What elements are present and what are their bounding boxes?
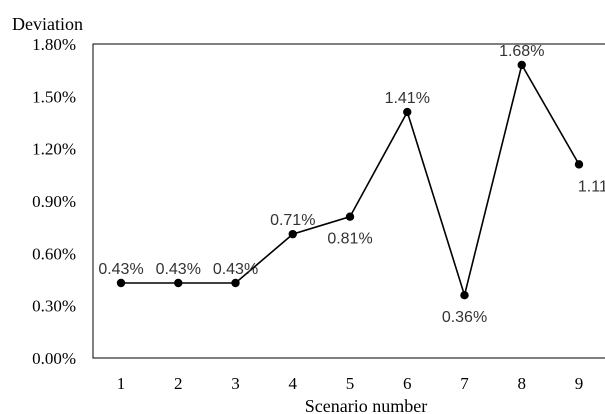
data-point (288, 229, 297, 239)
data-labels: 0.43% 0.43% 0.43% 0.71% 0.81% 1.41% 0.36% 1.68%… (98, 43, 605, 326)
data-point (517, 60, 526, 70)
data-label: 1.41% (385, 90, 430, 107)
data-points (116, 60, 584, 300)
data-point (116, 278, 126, 288)
x-tick-label: 5 (346, 374, 355, 393)
data-label: 0.36% (442, 309, 487, 326)
x-tick-label: 4 (289, 374, 298, 393)
data-label: 0.81% (327, 231, 372, 248)
x-axis-ticks: 1 2 3 4 5 6 7 8 9 (117, 374, 584, 393)
y-tick-label: 0.90% (32, 192, 76, 211)
x-tick-label: 2 (174, 374, 183, 393)
y-tick-label: 0.30% (32, 297, 76, 316)
data-label: 0.43% (98, 261, 143, 278)
data-point (460, 291, 469, 300)
x-tick-label: 8 (518, 374, 527, 393)
y-tick-label: 0.00% (32, 349, 76, 368)
data-point (403, 107, 412, 117)
data-point (174, 278, 183, 288)
data-point (345, 212, 355, 221)
y-tick-label: 1.80% (32, 35, 76, 54)
x-tick-label: 9 (575, 374, 584, 393)
y-tick-label: 1.50% (32, 87, 76, 106)
data-label: 1.68% (499, 43, 544, 60)
data-label: 0.71% (270, 212, 315, 229)
data-point (231, 278, 240, 288)
data-label: 0.43% (156, 261, 201, 278)
data-label: 1.11% (578, 178, 605, 195)
data-label: 0.43% (213, 261, 258, 278)
data-point (574, 160, 584, 169)
y-tick-label: 0.60% (32, 244, 76, 263)
x-tick-label: 6 (403, 374, 412, 393)
plot-area-frame (92, 43, 605, 359)
x-tick-label: 1 (117, 374, 126, 393)
y-axis-ticks: 0.00% 0.30% 0.60% 0.90% 1.20% 1.50% 1.80% (32, 35, 76, 368)
y-axis-title: Deviation (12, 14, 83, 34)
x-axis-title: Scenario number (305, 396, 427, 414)
y-tick-label: 1.20% (32, 140, 76, 159)
x-tick-label: 3 (231, 374, 240, 393)
x-tick-label: 7 (460, 374, 469, 393)
